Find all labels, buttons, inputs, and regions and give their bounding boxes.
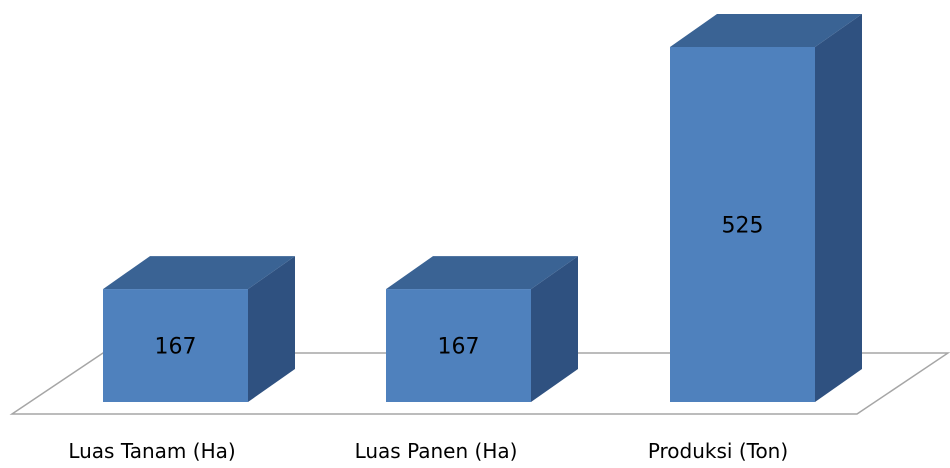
category-axis-labels: Luas Tanam (Ha) Luas Panen (Ha) Produksi (…	[68, 439, 788, 463]
data-label-1: 167	[438, 335, 480, 360]
bar-group: 167 167 525	[103, 14, 862, 402]
bar-0-top	[103, 256, 295, 290]
bar-0-front	[103, 289, 248, 402]
bar-1: 167	[386, 256, 578, 402]
bar-2-top	[670, 14, 862, 47]
category-label-0: Luas Tanam (Ha)	[68, 439, 235, 463]
bar-1-front	[386, 289, 531, 402]
bar-0-side	[248, 256, 295, 402]
bar-1-top	[386, 256, 578, 290]
bar-2-side	[815, 14, 862, 402]
data-label-0: 167	[155, 335, 197, 360]
category-label-2: Produksi (Ton)	[648, 439, 788, 463]
bar-1-side	[531, 256, 578, 402]
bar-2: 525	[670, 14, 862, 402]
data-label-2: 525	[722, 214, 764, 239]
bar-2-front	[670, 47, 815, 402]
bar-0: 167	[103, 256, 295, 402]
category-label-1: Luas Panen (Ha)	[355, 439, 518, 463]
